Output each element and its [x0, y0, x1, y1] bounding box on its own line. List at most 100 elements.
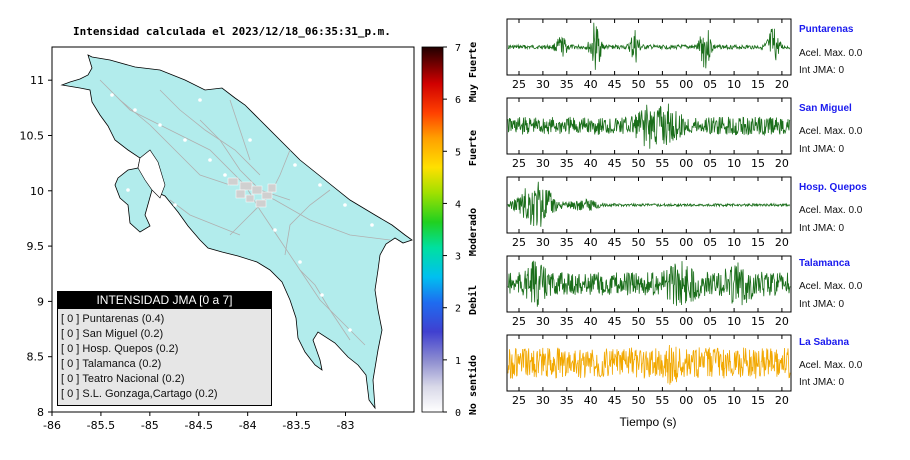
colorbar-tick-label: 1: [455, 356, 461, 367]
int-jma-san-miguel: Int JMA: 0: [799, 144, 845, 155]
map-x-tick-label: -85.5: [87, 419, 115, 432]
waveform-x-tick-label: 15: [751, 78, 765, 91]
map-x-axis: -86 -85.5 -85 -84.5 -84 -83.5 -83: [43, 412, 354, 432]
waveform-frame: [506, 334, 792, 392]
waveform-x-tick-label: 45: [608, 78, 622, 91]
waveform-x-tick-label: 20: [775, 394, 789, 407]
waveform-x-tick-label: 55: [655, 315, 669, 328]
waveform-x-tick-label: 20: [775, 315, 789, 328]
waveform-x-tick-label: 00: [679, 236, 693, 249]
legend-list: [ 0 ] Puntarenas (0.4) [ 0 ] San Miguel …: [61, 312, 266, 402]
waveform-frame: [506, 18, 792, 76]
int-jma-puntarenas: Int JMA: 0: [799, 65, 845, 76]
waveform-x-tick-label: 25: [512, 394, 526, 407]
waveform-x-tick-label: 45: [608, 394, 622, 407]
legend-item: [ 0 ] San Miguel (0.2): [61, 328, 164, 340]
waveform-x-tick-label: 45: [608, 315, 622, 328]
map-x-tick-label: -83.5: [282, 419, 310, 432]
waveform-x-tick-label: 30: [536, 236, 550, 249]
int-jma-talamanca: Int JMA: 0: [799, 299, 845, 310]
station-name-san-miguel: San Miguel: [799, 103, 852, 114]
intensity-legend: INTENSIDAD JMA [0 a 7] [ 0 ] Puntarenas …: [57, 291, 272, 406]
map-y-tick-label: 8.5: [27, 351, 45, 364]
intensity-colorbar: 0 1 2 3 4 5 6 7 No sentido Debil Moderado Fuerte Mu…: [421, 42, 479, 419]
map-x-tick-label: -84.5: [185, 419, 213, 432]
waveform-x-tick-label: 25: [512, 78, 526, 91]
map-y-tick-label: 10.5: [20, 129, 45, 142]
station-name-talamanca: Talamanca: [799, 258, 850, 269]
waveform-x-tick-label: 20: [775, 78, 789, 91]
waveform-panel: 25 30 35 40 45 50 55 00 05 10 15 20: [506, 334, 792, 407]
waveform-panel: 25 30 35 40 45 50 55 00 05 10 15 20: [506, 255, 792, 328]
map-x-tick-label: -85: [141, 419, 159, 432]
waveform-x-tick-label: 50: [632, 157, 646, 170]
colorbar-tick-label: 0: [455, 408, 461, 419]
time-axis-label: Tiempo (s): [620, 415, 677, 429]
map-y-tick-label: 8: [37, 406, 44, 419]
map-y-axis: 11 10.5 10 9.5 9 8.5 8: [20, 74, 52, 419]
waveform-panel: 25 30 35 40 45 50 55 00 05 10 15 20: [506, 97, 792, 170]
legend-item: [ 0 ] Talamanca (0.2): [61, 358, 162, 370]
colorbar-tick-label: 7: [455, 43, 461, 54]
waveform-x-tick-label: 40: [584, 394, 598, 407]
map-y-tick-label: 9: [37, 295, 44, 308]
waveform-x-tick-label: 10: [727, 394, 741, 407]
waveform-x-tick-label: 55: [655, 157, 669, 170]
waveform-x-tick-label: 05: [703, 78, 717, 91]
waveform-x-tick-label: 30: [536, 78, 550, 91]
colorbar-category-label: No sentido: [467, 355, 479, 415]
colorbar-gradient: [421, 46, 444, 413]
waveform-x-tick-label: 00: [679, 78, 693, 91]
waveform-trace: [507, 260, 791, 307]
waveform-x-tick-label: 30: [536, 157, 550, 170]
station-name-la-sabana: La Sabana: [799, 337, 850, 348]
waveform-x-tick-label: 50: [632, 394, 646, 407]
waveform-x-tick-label: 15: [751, 315, 765, 328]
legend-title: INTENSIDAD JMA [0 a 7]: [58, 292, 271, 309]
waveform-trace: [507, 22, 791, 70]
waveform-x-tick-label: 40: [584, 315, 598, 328]
map-x-tick-label: -83: [337, 419, 355, 432]
waveform-x-tick-label: 05: [703, 394, 717, 407]
waveform-panels: 25 30 35 40 45 50 55 00 05 10 15 20 25 30 35 40 45 50 55 00…: [506, 18, 792, 407]
waveform-x-tick-label: 05: [703, 315, 717, 328]
waveform-trace: [507, 181, 791, 227]
waveform-x-tick-label: 05: [703, 157, 717, 170]
waveform-x-tick-label: 50: [632, 236, 646, 249]
accel-max-puntarenas: Acel. Max. 0.0: [799, 48, 863, 59]
colorbar-tick-label: 6: [455, 95, 461, 106]
map-title: Intensidad calculada el 2023/12/18_06:35…: [73, 25, 391, 38]
waveform-x-tick-label: 10: [727, 157, 741, 170]
waveform-x-tick-label: 30: [536, 394, 550, 407]
waveform-x-tick-label: 40: [584, 236, 598, 249]
waveform-x-tick-label: 00: [679, 157, 693, 170]
legend-item: [ 0 ] Hosp. Quepos (0.2): [61, 343, 179, 355]
urban-cluster: [227, 177, 277, 208]
colorbar-labels: No sentido Debil Moderado Fuerte Muy Fuerte: [467, 42, 479, 415]
colorbar-tick-label: 2: [455, 304, 461, 315]
station-name-hosp-quepos: Hosp. Quepos: [799, 182, 867, 193]
waveform-x-tick-label: 20: [775, 157, 789, 170]
waveform-trace: [507, 344, 791, 385]
waveform-panel: 25 30 35 40 45 50 55 00 05 10 15 20: [506, 176, 792, 249]
accel-max-hosp-quepos: Acel. Max. 0.0: [799, 205, 863, 216]
waveform-x-tick-label: 40: [584, 157, 598, 170]
waveform-x-tick-label: 15: [751, 394, 765, 407]
map-points: [110, 93, 374, 332]
waveform-x-tick-label: 50: [632, 315, 646, 328]
map-y-tick-label: 9.5: [27, 240, 45, 253]
waveform-x-tick-label: 10: [727, 315, 741, 328]
waveform-x-tick-label: 55: [655, 78, 669, 91]
legend-item: [ 0 ] Puntarenas (0.4): [61, 313, 165, 325]
colorbar-ticks: 0 1 2 3 4 5 6 7: [443, 43, 461, 419]
waveform-x-tick-label: 55: [655, 394, 669, 407]
colorbar-category-label: Moderado: [468, 208, 479, 256]
colorbar-category-label: Debil: [467, 285, 479, 315]
int-jma-hosp-quepos: Int JMA: 0: [799, 223, 845, 234]
waveform-x-tick-label: 45: [608, 236, 622, 249]
legend-item: [ 0 ] S.L. Gonzaga,Cartago (0.2): [61, 388, 218, 400]
colorbar-category-label: Fuerte: [468, 130, 479, 166]
waveform-x-tick-label: 25: [512, 236, 526, 249]
map-x-tick-label: -84: [239, 419, 257, 432]
waveform-x-tick-label: 00: [679, 394, 693, 407]
